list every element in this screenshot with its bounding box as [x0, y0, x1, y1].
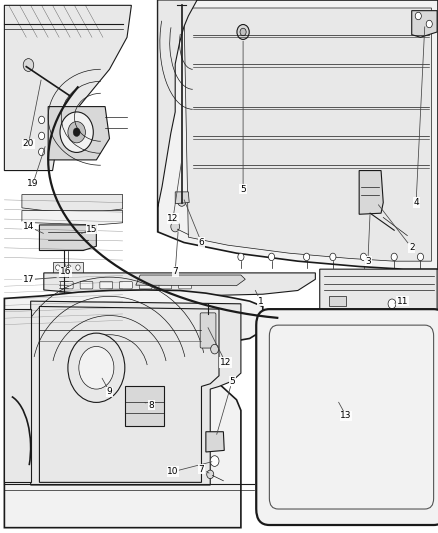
Text: 6: 6 [198, 238, 205, 247]
Circle shape [391, 253, 397, 261]
Circle shape [268, 253, 275, 261]
Text: 14: 14 [23, 222, 34, 231]
Text: 17: 17 [23, 276, 34, 284]
Text: 5: 5 [240, 185, 246, 193]
Polygon shape [39, 225, 96, 251]
Text: 7: 7 [198, 465, 205, 473]
Circle shape [39, 148, 45, 156]
Polygon shape [359, 171, 383, 214]
Text: 5: 5 [229, 377, 235, 385]
Text: 12: 12 [220, 358, 231, 367]
Text: 20: 20 [23, 140, 34, 148]
FancyBboxPatch shape [269, 325, 434, 509]
Polygon shape [175, 192, 189, 204]
Circle shape [76, 265, 80, 270]
Polygon shape [22, 195, 123, 213]
Polygon shape [44, 273, 315, 296]
Circle shape [73, 128, 80, 136]
Circle shape [417, 253, 424, 261]
Circle shape [56, 265, 60, 270]
Text: 10: 10 [167, 467, 179, 476]
Circle shape [39, 116, 45, 124]
Circle shape [23, 59, 34, 71]
Circle shape [67, 265, 71, 270]
Circle shape [330, 253, 336, 261]
Polygon shape [158, 0, 197, 232]
Circle shape [304, 253, 310, 261]
Text: 3: 3 [365, 257, 371, 265]
Polygon shape [158, 0, 438, 269]
Circle shape [68, 333, 125, 402]
FancyBboxPatch shape [80, 281, 93, 289]
Polygon shape [206, 432, 224, 452]
Polygon shape [31, 301, 241, 485]
Polygon shape [4, 290, 263, 528]
FancyBboxPatch shape [120, 281, 132, 289]
FancyBboxPatch shape [60, 281, 73, 289]
Text: 11: 11 [397, 297, 409, 305]
Text: 4: 4 [413, 198, 419, 207]
Polygon shape [4, 5, 131, 171]
FancyBboxPatch shape [139, 281, 152, 289]
Text: 19: 19 [27, 180, 39, 188]
Circle shape [237, 25, 249, 39]
Polygon shape [412, 11, 437, 37]
Circle shape [426, 20, 432, 28]
Text: 1: 1 [258, 297, 264, 305]
Circle shape [240, 28, 246, 36]
Text: 7: 7 [172, 268, 178, 276]
Circle shape [210, 456, 219, 466]
FancyBboxPatch shape [159, 281, 172, 289]
Text: 16: 16 [60, 268, 71, 276]
Circle shape [68, 122, 85, 143]
Polygon shape [48, 107, 110, 160]
FancyBboxPatch shape [179, 281, 191, 289]
Circle shape [238, 253, 244, 261]
Polygon shape [4, 309, 31, 482]
Circle shape [39, 132, 45, 140]
Circle shape [211, 344, 219, 354]
FancyBboxPatch shape [256, 309, 438, 525]
Polygon shape [136, 275, 245, 286]
Text: 2: 2 [409, 244, 414, 252]
Polygon shape [53, 262, 83, 273]
Circle shape [171, 221, 180, 232]
Polygon shape [125, 386, 164, 426]
Text: 9: 9 [106, 387, 113, 396]
Polygon shape [328, 296, 346, 306]
Circle shape [360, 253, 367, 261]
Text: 15: 15 [86, 225, 98, 233]
Circle shape [415, 12, 421, 20]
Circle shape [207, 470, 214, 479]
Circle shape [388, 299, 396, 309]
FancyBboxPatch shape [100, 281, 113, 289]
Text: 8: 8 [148, 401, 154, 409]
Polygon shape [22, 211, 123, 225]
Polygon shape [184, 8, 431, 261]
Text: 13: 13 [340, 411, 352, 420]
Circle shape [79, 346, 114, 389]
Circle shape [60, 112, 93, 152]
Circle shape [177, 196, 186, 206]
Polygon shape [320, 269, 437, 314]
FancyBboxPatch shape [200, 313, 216, 348]
Text: 12: 12 [167, 214, 179, 223]
